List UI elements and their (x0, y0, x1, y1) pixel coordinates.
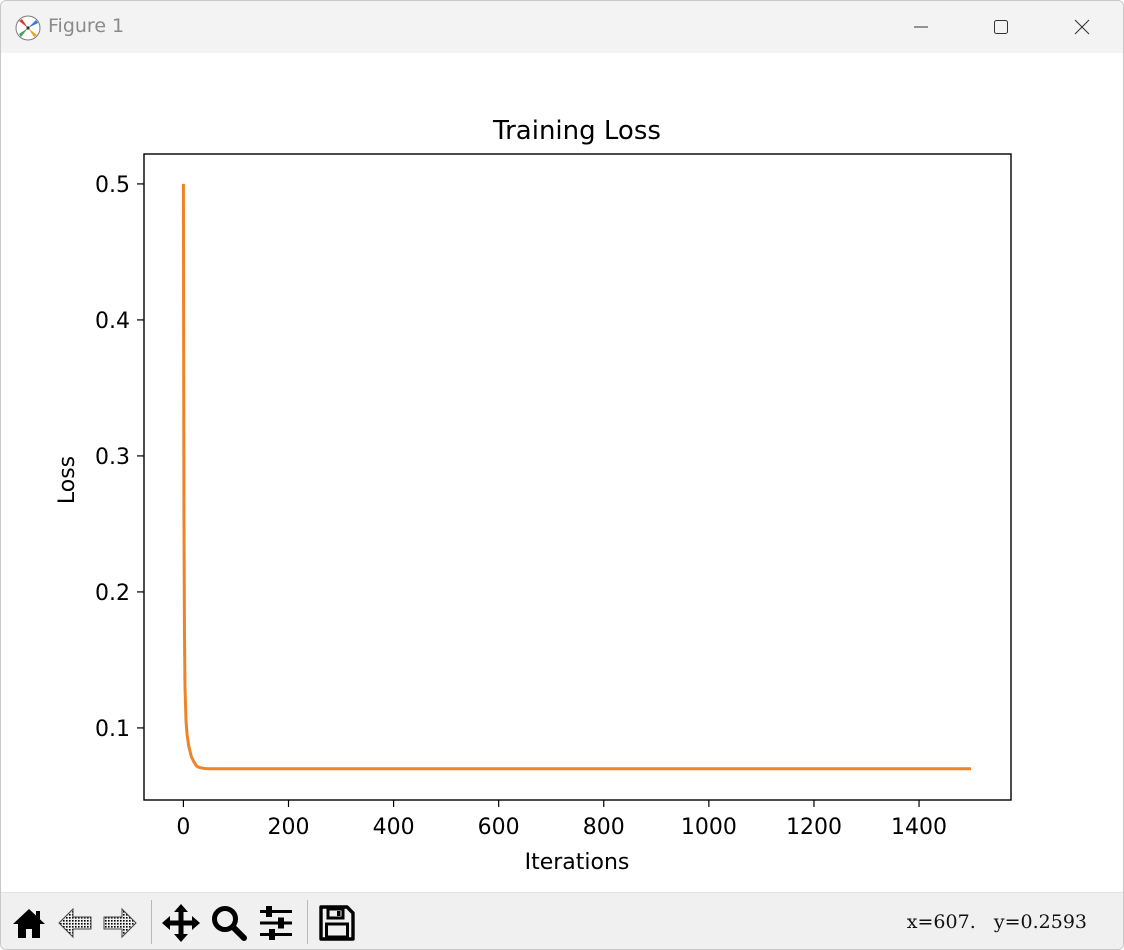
axes-frame (143, 153, 1012, 801)
home-button[interactable] (7, 901, 51, 945)
back-button[interactable] (53, 901, 97, 945)
save-icon (319, 905, 355, 941)
x-tick-label: 800 (583, 815, 625, 840)
pan-icon (162, 904, 200, 942)
x-tick-label: 200 (268, 815, 310, 840)
x-axis-label: Iterations (525, 850, 630, 875)
y-axis: 0.1 0.2 0.3 0.4 0.5 (95, 173, 144, 742)
x-tick-label: 1000 (681, 815, 737, 840)
minimize-button[interactable] (881, 1, 961, 53)
y-tick-label: 0.5 (95, 173, 130, 198)
x-tick-label: 1400 (891, 815, 947, 840)
maximize-icon (994, 20, 1008, 34)
save-button[interactable] (315, 901, 359, 945)
chart-title: Training Loss (492, 116, 661, 146)
y-axis-label: Loss (55, 456, 80, 504)
title-bar[interactable]: Figure 1 (1, 1, 1123, 53)
y-tick-label: 0.1 (95, 717, 130, 742)
toolbar-separator (307, 900, 308, 944)
forward-icon (103, 907, 137, 939)
x-tick-label: 0 (176, 815, 190, 840)
maximize-button[interactable] (961, 1, 1041, 53)
zoom-button[interactable] (207, 901, 251, 945)
pan-button[interactable] (159, 901, 203, 945)
plot-area: 0 200 400 600 800 1000 1200 1400 0.10.20.30.40.… (95, 153, 1012, 840)
matplotlib-icon (15, 15, 41, 41)
x-axis: 0 200 400 600 800 1000 1200 1400 (176, 800, 947, 840)
home-icon (13, 909, 45, 938)
x-tick-label: 600 (478, 815, 520, 840)
configure-subplots-icon (260, 906, 292, 940)
minimize-icon (914, 26, 928, 28)
window-title: Figure 1 (48, 15, 125, 37)
forward-button[interactable] (98, 901, 142, 945)
navigation-toolbar: x=607. y=0.2593 (1, 892, 1123, 949)
loss-line (181, 183, 972, 771)
y-tick-label: 0.3 (95, 445, 130, 470)
x-tick-label: 400 (373, 815, 415, 840)
configure-subplots-button[interactable] (254, 901, 298, 945)
back-icon (58, 907, 92, 939)
y-tick-label: 0.4 (95, 309, 130, 334)
figure-canvas[interactable]: Training Loss 0 200 400 600 800 1000 1200 1400 … (2, 53, 1122, 891)
close-button[interactable] (1042, 1, 1122, 53)
loss-chart: Training Loss 0 200 400 600 800 1000 1200 1400 … (55, 116, 1012, 875)
cursor-coordinates: x=607. y=0.2593 (906, 911, 1087, 933)
toolbar-separator (151, 900, 152, 944)
y-tick-label: 0.2 (95, 581, 130, 606)
x-tick-label: 1200 (786, 815, 842, 840)
close-icon (1074, 19, 1090, 35)
zoom-icon (212, 906, 247, 941)
